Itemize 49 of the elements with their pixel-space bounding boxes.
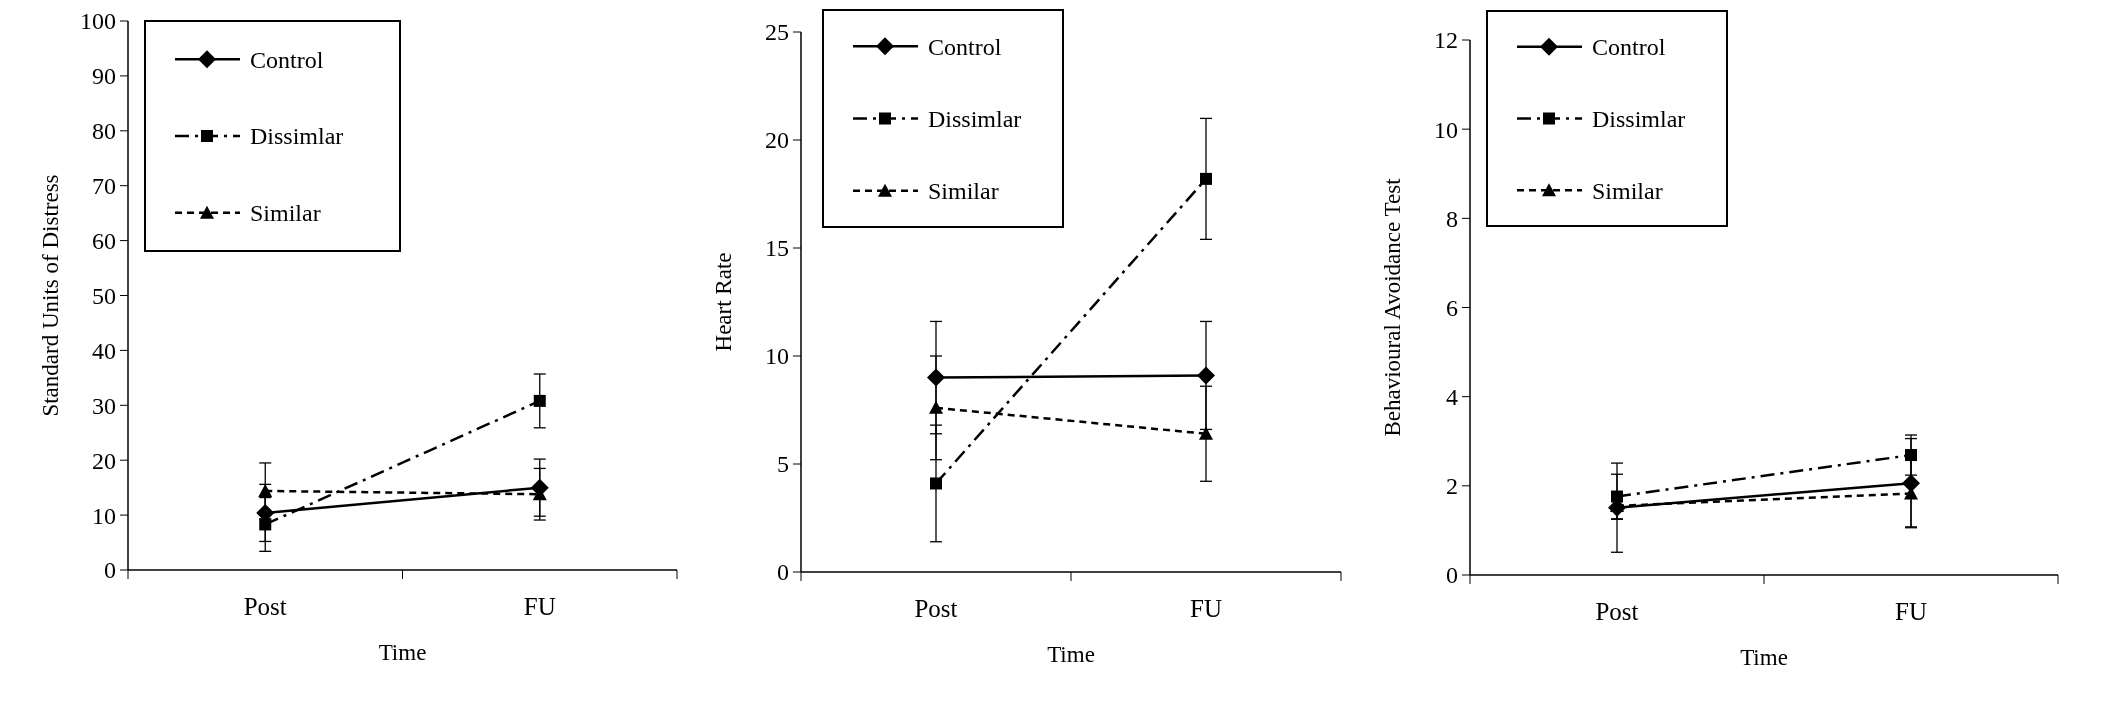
legend-label: Control — [928, 33, 1002, 60]
y-tick-label: 10 — [765, 343, 789, 370]
x-axis-title: Time — [1047, 642, 1095, 667]
legend-label: Similar — [928, 178, 999, 205]
y-tick-label: 0 — [1446, 562, 1458, 589]
y-tick-label: 80 — [92, 118, 116, 145]
y-tick-label: 8 — [1446, 205, 1458, 232]
y-tick-label: 5 — [777, 451, 789, 478]
y-tick-label: 50 — [92, 282, 116, 309]
legend-label: Control — [1592, 34, 1666, 61]
x-tick-label: FU — [1895, 598, 1927, 625]
point — [1200, 172, 1212, 185]
y-axis-title: Behavioural Avoidance Test — [1380, 177, 1405, 437]
legend-label: Dissimlar — [928, 105, 1022, 132]
y-tick-label: 10 — [1434, 116, 1458, 143]
y-tick-label: 25 — [765, 19, 789, 46]
y-tick-label: 10 — [92, 502, 116, 529]
y-tick-label: 12 — [1434, 27, 1458, 54]
legend-label: Dissimlar — [250, 123, 344, 150]
y-tick-label: 100 — [80, 8, 116, 35]
x-axis-title: Time — [1740, 645, 1788, 670]
y-tick-label: 6 — [1446, 294, 1458, 321]
legend-label: Similar — [250, 200, 321, 227]
y-axis-title: Heart Rate — [711, 252, 736, 352]
y-tick-label: 0 — [777, 559, 789, 586]
point — [930, 477, 942, 490]
y-tick-label: 70 — [92, 173, 116, 200]
y-tick-label: 60 — [92, 228, 116, 254]
x-axis-title: Time — [378, 640, 427, 665]
x-tick-label: Post — [914, 595, 958, 622]
legend-label: Control — [250, 46, 324, 73]
y-tick-label: 2 — [1446, 473, 1458, 500]
legend-label: Dissimlar — [1592, 105, 1686, 132]
point — [1197, 366, 1215, 385]
y-tick-label: 40 — [92, 337, 116, 364]
legend-label: Similar — [1592, 177, 1663, 204]
y-tick-label: 4 — [1446, 384, 1458, 411]
x-tick-label: FU — [1190, 595, 1222, 622]
x-tick-label: Post — [1595, 598, 1639, 625]
y-tick-label: 20 — [765, 127, 789, 154]
x-tick-label: Post — [243, 593, 287, 620]
point — [533, 394, 546, 407]
y-tick-label: 20 — [92, 447, 116, 474]
y-tick-label: 30 — [92, 392, 116, 419]
x-tick-label: FU — [523, 593, 556, 620]
y-tick-label: 90 — [92, 63, 116, 90]
y-tick-label: 15 — [765, 235, 789, 262]
y-tick-label: 0 — [104, 557, 116, 584]
y-axis-title: Standard Units of Distress — [38, 174, 63, 417]
